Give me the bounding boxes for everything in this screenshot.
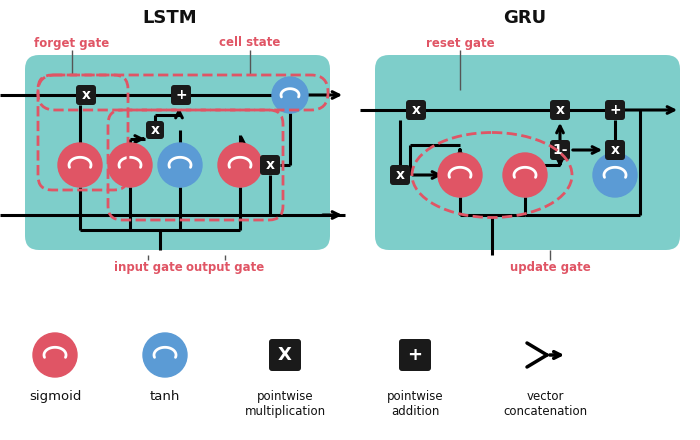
Circle shape [593, 153, 637, 197]
Circle shape [158, 143, 202, 187]
Text: X: X [278, 346, 292, 364]
FancyBboxPatch shape [390, 165, 410, 185]
Text: x: x [265, 158, 274, 172]
Text: x: x [412, 103, 421, 117]
Text: input gate: input gate [113, 261, 183, 275]
FancyBboxPatch shape [399, 339, 431, 371]
Circle shape [272, 77, 308, 113]
Text: +: + [175, 88, 187, 102]
Circle shape [33, 333, 77, 377]
FancyBboxPatch shape [605, 100, 625, 120]
Text: forget gate: forget gate [34, 37, 110, 49]
FancyBboxPatch shape [550, 140, 570, 160]
Text: +: + [609, 103, 621, 117]
FancyBboxPatch shape [146, 121, 164, 139]
FancyBboxPatch shape [76, 85, 96, 105]
Circle shape [108, 143, 152, 187]
Circle shape [58, 143, 102, 187]
Text: sigmoid: sigmoid [29, 390, 81, 403]
Text: x: x [610, 143, 620, 157]
FancyBboxPatch shape [171, 85, 191, 105]
Text: pointwise
multiplication: pointwise multiplication [244, 390, 326, 418]
Text: +: + [407, 346, 423, 364]
Text: LSTM: LSTM [143, 9, 197, 27]
FancyBboxPatch shape [605, 140, 625, 160]
Text: output gate: output gate [186, 261, 264, 275]
FancyBboxPatch shape [260, 155, 280, 175]
FancyBboxPatch shape [269, 339, 301, 371]
Text: x: x [81, 88, 90, 102]
Circle shape [503, 153, 547, 197]
FancyBboxPatch shape [375, 55, 680, 250]
Text: x: x [395, 168, 405, 182]
Text: GRU: GRU [503, 9, 547, 27]
Circle shape [218, 143, 262, 187]
Text: reset gate: reset gate [426, 37, 494, 49]
Text: cell state: cell state [219, 37, 281, 49]
Text: x: x [150, 123, 160, 137]
FancyBboxPatch shape [550, 100, 570, 120]
FancyBboxPatch shape [25, 55, 330, 250]
Text: update gate: update gate [510, 261, 590, 275]
FancyBboxPatch shape [406, 100, 426, 120]
Circle shape [143, 333, 187, 377]
Text: x: x [556, 103, 564, 117]
Text: 1-: 1- [552, 143, 568, 157]
Circle shape [438, 153, 482, 197]
Text: tanh: tanh [150, 390, 180, 403]
Text: vector
concatenation: vector concatenation [503, 390, 587, 418]
Text: pointwise
addition: pointwise addition [386, 390, 443, 418]
